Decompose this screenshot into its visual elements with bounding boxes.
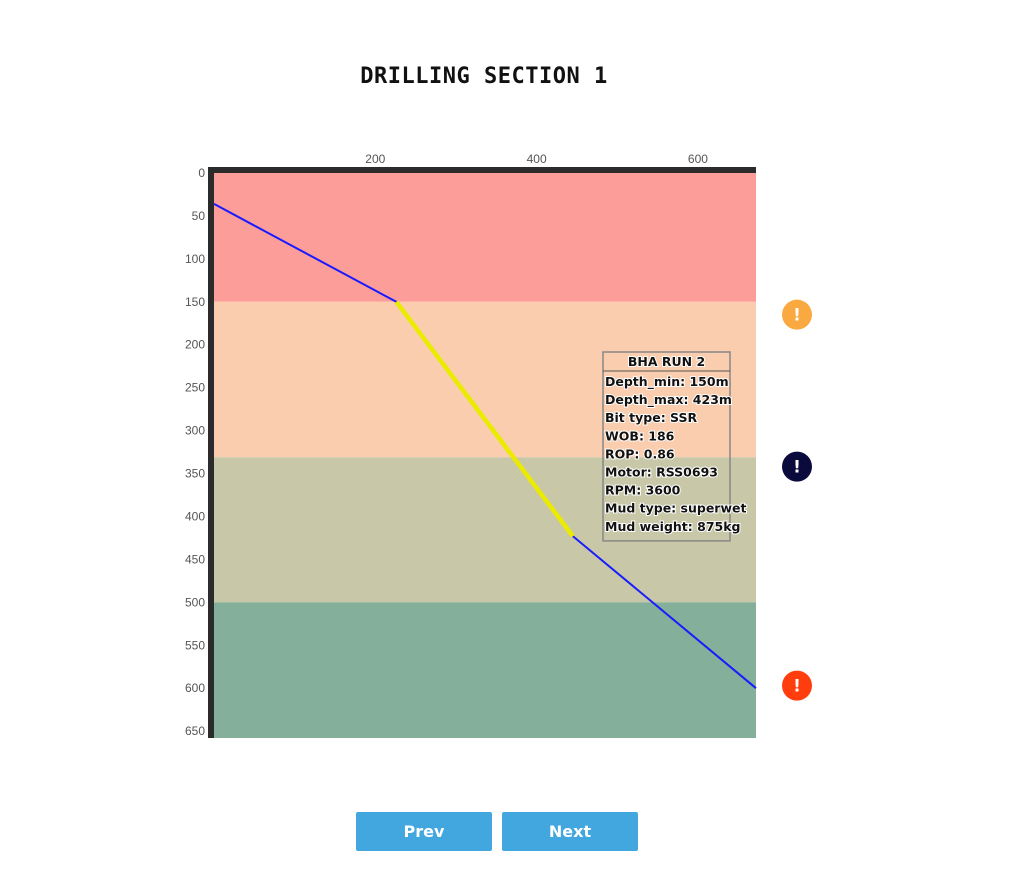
y-tick-label: 100 <box>185 252 205 266</box>
tooltip-line: Depth_max: 423m <box>605 392 732 408</box>
y-tick-label: 250 <box>185 381 205 395</box>
y-axis-line <box>208 167 214 738</box>
tooltip-line: Mud type: superwet <box>605 501 746 516</box>
y-tick-label: 50 <box>192 209 206 223</box>
formation-layer <box>214 602 756 738</box>
tooltip-line: WOB: 186 <box>605 428 675 443</box>
x-tick-label: 600 <box>688 152 708 166</box>
y-tick-label: 650 <box>185 724 205 738</box>
bha-run-segment[interactable] <box>394 300 575 538</box>
chart-title: DRILLING SECTION 1 <box>360 64 608 89</box>
tooltip-line: Mud weight: 875kg <box>605 519 740 534</box>
prev-button[interactable]: Prev <box>356 812 492 851</box>
y-tick-label: 550 <box>185 638 205 652</box>
y-tick-label: 0 <box>198 166 205 180</box>
well-path <box>213 203 757 689</box>
tooltip-line: ROP: 0.86 <box>605 446 675 461</box>
tooltip-line: Depth_min: 150m <box>605 374 729 390</box>
alert-markers[interactable]: !!! <box>782 299 812 701</box>
tooltip-heading: BHA RUN 2 <box>628 354 705 369</box>
y-tick-label: 450 <box>185 552 205 566</box>
tooltip-border <box>602 351 731 542</box>
axes: 200 400 600 0 50 100 150 200 250 300 350 400 450 500 5… <box>185 152 756 738</box>
formation-layer <box>214 301 756 458</box>
alert-icon[interactable]: ! <box>782 299 812 330</box>
y-tick-label: 600 <box>185 681 205 695</box>
alert-circle[interactable] <box>782 299 812 330</box>
formation-layer <box>214 173 756 302</box>
formation-layers <box>214 173 756 738</box>
next-button[interactable]: Next <box>502 812 638 851</box>
y-tick-label: 400 <box>185 509 205 523</box>
y-tick-label: 300 <box>185 424 205 438</box>
tooltip-line: RPM: 3600 <box>605 483 681 498</box>
alert-circle[interactable] <box>782 451 812 482</box>
alert-icon[interactable]: ! <box>782 670 812 701</box>
formation-layer <box>214 457 756 603</box>
x-tick-label: 200 <box>365 152 385 166</box>
alert-icon[interactable]: ! <box>782 451 812 482</box>
alert-symbol: ! <box>793 677 801 697</box>
bha-run-tooltip: BHA RUN 2 Depth_min: 150m Depth_max: 423m B… <box>602 351 747 542</box>
y-tick-label: 500 <box>185 595 205 609</box>
alert-circle[interactable] <box>782 670 812 701</box>
y-tick-label: 200 <box>185 338 205 352</box>
alert-symbol: ! <box>793 306 801 326</box>
tooltip-line: Bit type: SSR <box>605 410 697 425</box>
tooltip-line: Motor: RSS0693 <box>605 465 718 480</box>
y-tick-label: 150 <box>185 295 205 309</box>
x-axis-line <box>208 167 756 173</box>
x-tick-label: 400 <box>527 152 547 166</box>
alert-symbol: ! <box>793 458 801 478</box>
y-tick-label: 350 <box>185 467 205 481</box>
